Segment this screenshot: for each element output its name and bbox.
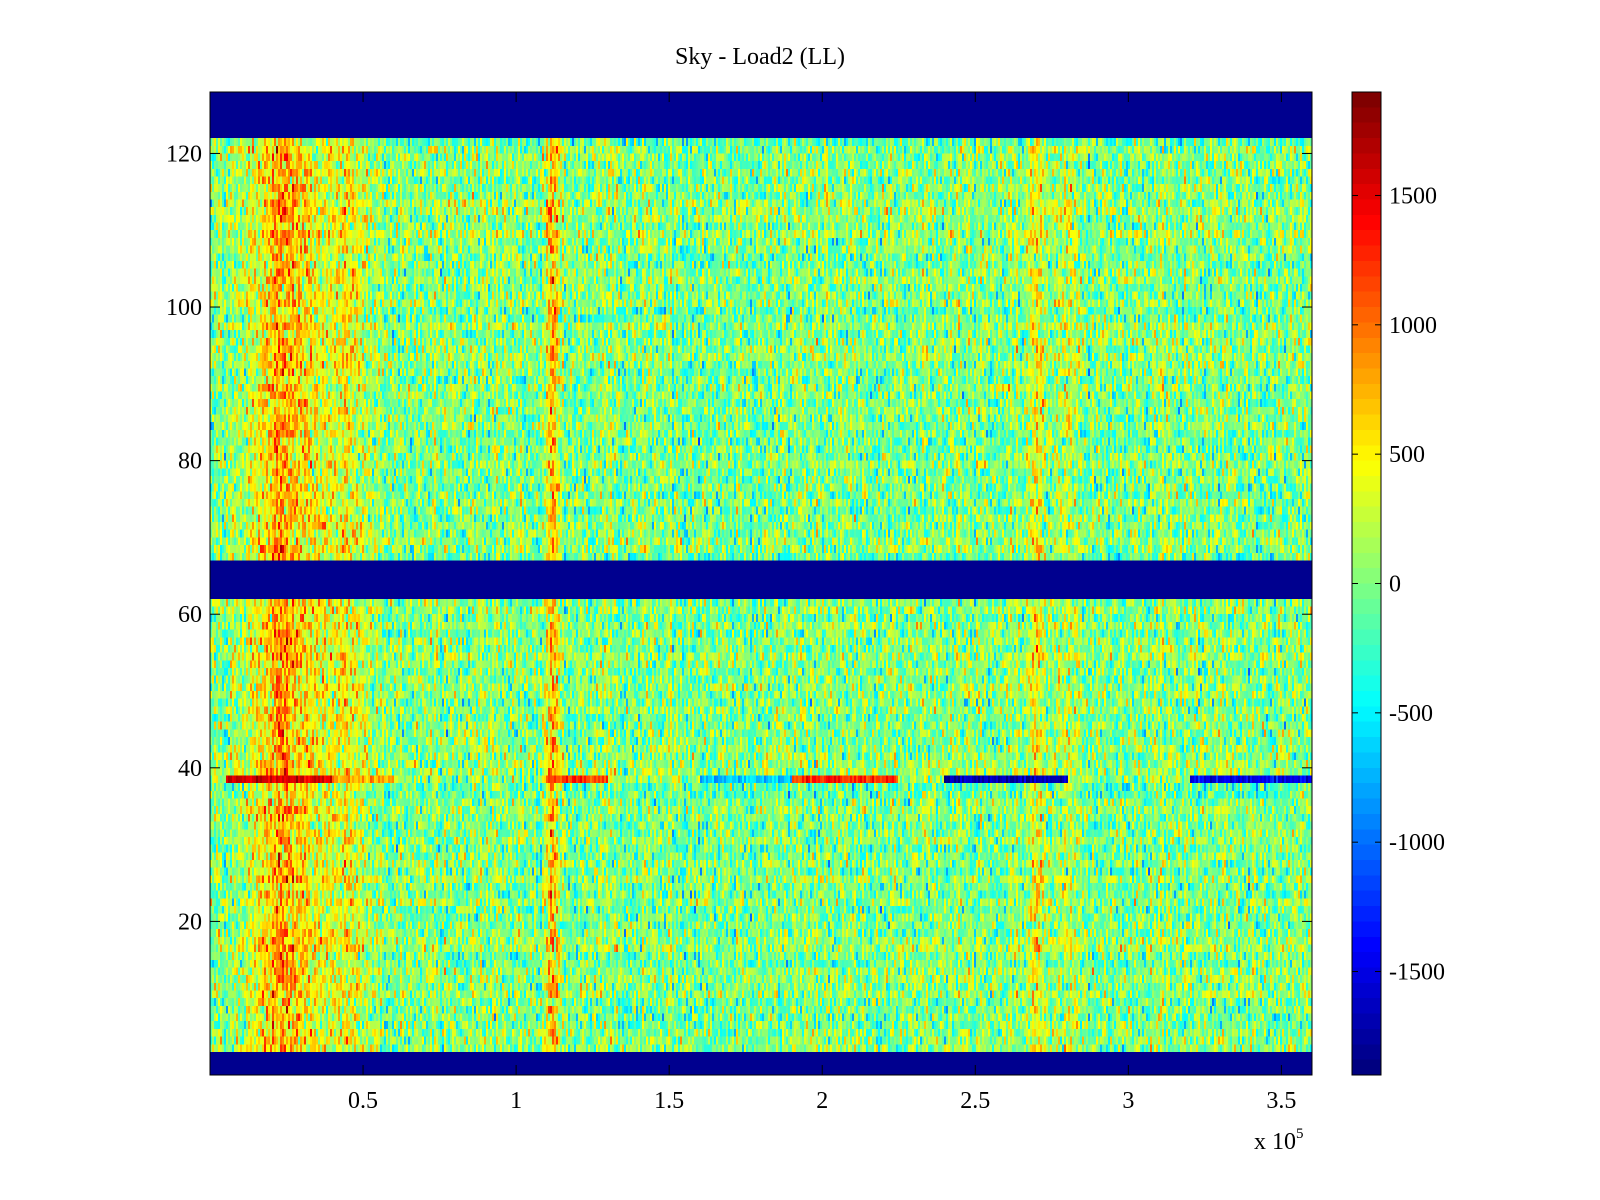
x-tick-label: 1.5 (654, 1088, 684, 1114)
y-axis-ticks: 20 40 60 80 100 120 (166, 141, 1312, 935)
colorbar-tick-label: 1000 (1389, 313, 1437, 339)
y-tick-label: 80 (178, 449, 202, 475)
x-axis-ticks: 0.5 1 1.5 2 2.5 3 3.5 (348, 92, 1296, 1114)
x-tick-label: 3.5 (1266, 1088, 1296, 1114)
colorbar-tick-label: -500 (1389, 701, 1433, 727)
colorbar-ticks: 1500 1000 500 0 -500 -1000 -1500 (1352, 183, 1445, 986)
x-tick-label: 2.5 (960, 1088, 990, 1114)
plot-frame (209, 91, 1313, 1076)
y-tick-label: 100 (166, 295, 202, 321)
x-tick-label: 2 (816, 1088, 828, 1114)
heatmap-image (210, 92, 1312, 1075)
y-tick-label: 120 (166, 141, 202, 167)
x-multiplier-text: x 10 (1254, 1129, 1296, 1155)
chart-title: Sky - Load2 (LL) (675, 44, 845, 70)
x-axis-multiplier: x 105 (1254, 1126, 1304, 1156)
colorbar-tick-label: 1500 (1389, 183, 1437, 209)
colorbar-tick-label: 500 (1389, 442, 1425, 468)
y-tick-label: 20 (178, 909, 202, 935)
colorbar-tick-label: 0 (1389, 572, 1401, 598)
x-tick-label: 1 (510, 1088, 522, 1114)
x-tick-label: 3 (1122, 1088, 1134, 1114)
x-multiplier-exponent: 5 (1296, 1126, 1304, 1142)
y-tick-label: 60 (178, 602, 202, 628)
x-tick-label: 0.5 (348, 1088, 378, 1114)
colorbar-tick-label: -1500 (1389, 960, 1445, 986)
colorbar-tick-label: -1000 (1389, 830, 1445, 856)
y-tick-label: 40 (178, 756, 202, 782)
